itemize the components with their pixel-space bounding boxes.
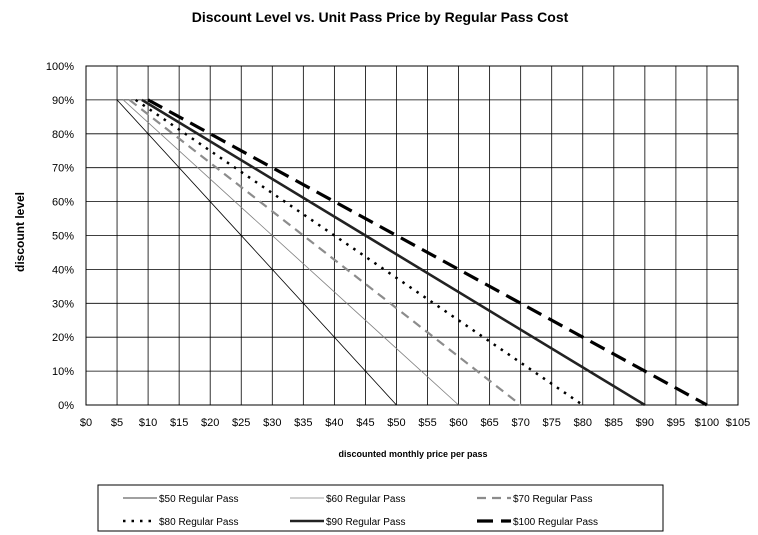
x-tick-label: $15 [170,417,188,429]
legend-box [97,484,664,532]
y-axis-ticks: 0% 10% 20% 30% 40% 50% 60% 70% 80% 90% 100% [46,61,74,412]
x-tick-label: $80 [574,417,592,429]
chart-title: Discount Level vs. Unit Pass Price by Re… [192,9,569,25]
x-tick-label: $55 [418,417,436,429]
x-axis-ticks: $0 $5 $10 $15 $20 $25 $30 $35 $40 $45 $50 $55 $60 $65… [80,417,750,429]
x-tick-label: $90 [636,417,654,429]
x-tick-label: $30 [263,417,281,429]
legend-label: $50 Regular Pass [159,494,239,505]
x-tick-label: $100 [695,417,719,429]
x-tick-label: $65 [480,417,498,429]
x-tick-label: $60 [449,417,467,429]
x-tick-label: $75 [543,417,561,429]
x-tick-label: $70 [511,417,529,429]
y-axis-title: discount level [13,192,27,272]
y-tick-label: 60% [52,197,74,209]
x-tick-label: $105 [726,417,750,429]
series-line [147,98,708,407]
y-tick-label: 30% [52,298,74,310]
series-line [134,98,584,407]
x-tick-label: $95 [667,417,685,429]
y-tick-label: 10% [52,366,74,378]
gridlines [85,65,739,406]
y-tick-label: 80% [52,129,74,141]
y-tick-label: 0% [58,400,74,412]
series-line [116,99,397,406]
plot-area [85,65,739,406]
y-tick-label: 90% [52,95,74,107]
x-tick-label: $25 [232,417,250,429]
x-tick-label: $45 [356,417,374,429]
x-axis-title: discounted monthly price per pass [338,449,487,459]
legend: $50 Regular Pass $60 Regular Pass $70 Regu… [123,494,598,528]
legend-label: $100 Regular Pass [513,517,598,528]
x-tick-label: $20 [201,417,219,429]
series-line [128,99,522,406]
x-tick-label: $40 [325,417,343,429]
series-line [122,99,459,406]
x-tick-label: $5 [111,417,123,429]
x-tick-label: $50 [387,417,405,429]
series-line [141,98,646,407]
x-tick-label: $85 [605,417,623,429]
y-tick-label: 70% [52,163,74,175]
y-tick-label: 20% [52,332,74,344]
series-layer [116,98,708,407]
legend-label: $90 Regular Pass [326,517,406,528]
x-tick-label: $35 [294,417,312,429]
legend-label: $60 Regular Pass [326,494,406,505]
y-tick-label: 50% [52,231,74,243]
x-tick-label: $10 [139,417,157,429]
legend-label: $70 Regular Pass [513,494,593,505]
y-tick-label: 100% [46,61,74,73]
y-tick-label: 40% [52,264,74,276]
x-tick-label: $0 [80,417,92,429]
legend-label: $80 Regular Pass [159,517,239,528]
